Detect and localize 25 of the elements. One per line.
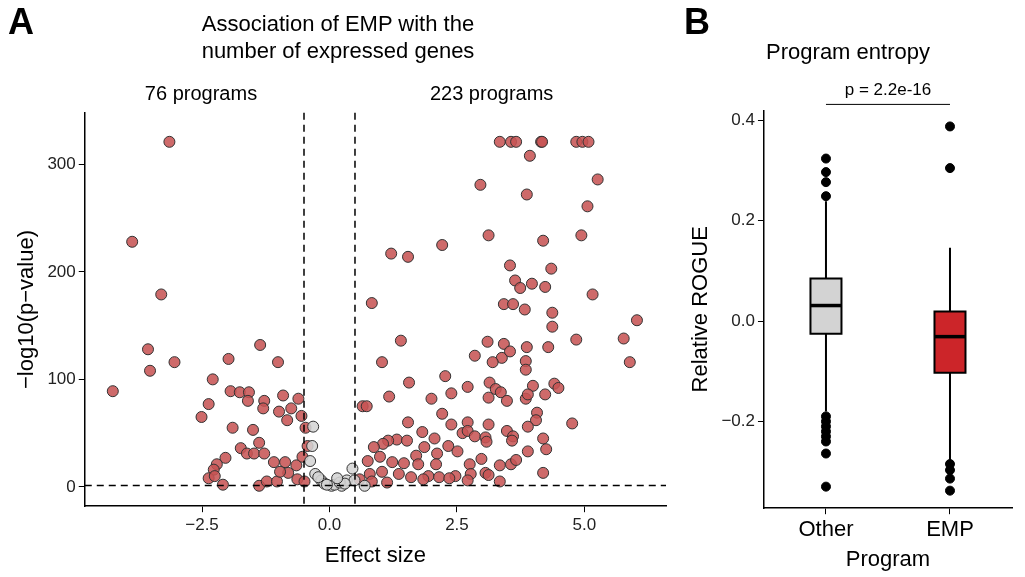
- x-tick-label: Other: [798, 516, 854, 542]
- y-tick-label: −0.2: [721, 411, 755, 431]
- y-axis-title: Relative ROGUE: [687, 226, 713, 393]
- x-tick-label: 2.5: [445, 515, 469, 535]
- y-axis-title: −log10(p−value): [13, 229, 39, 390]
- chart-title: Program entropy: [766, 39, 930, 65]
- y-tick-label: 0: [66, 476, 76, 496]
- text: B: [684, 1, 710, 42]
- y-tick-label: 0.2: [731, 210, 755, 230]
- text: A: [8, 1, 34, 42]
- y-tick-label: 300: [47, 154, 76, 174]
- y-tick-label: 200: [47, 261, 76, 281]
- x-axis-title: Effect size: [324, 541, 426, 567]
- chart-title: Association of EMP with the number of expressed genes: [201, 11, 475, 63]
- y-tick-label: 0.0: [731, 310, 755, 330]
- y-tick-label: 0.4: [731, 110, 755, 130]
- text: 76 programs: [144, 82, 258, 105]
- x-tick-label: EMP: [926, 516, 974, 542]
- text: 223 programs: [429, 82, 554, 105]
- x-axis-title: Program: [845, 545, 931, 571]
- x-tick-label: 0.0: [317, 515, 342, 535]
- y-tick-label: 100: [47, 369, 76, 389]
- x-tick-label: 5.0: [572, 515, 597, 535]
- x-tick-label: −2.5: [185, 515, 219, 535]
- text: p = 2.2e-16: [844, 79, 932, 99]
